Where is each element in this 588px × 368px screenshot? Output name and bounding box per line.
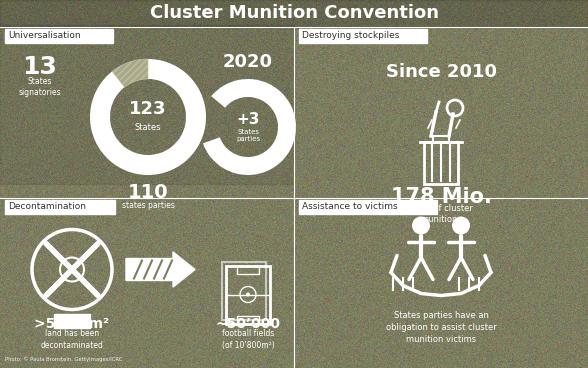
Bar: [0, 0, 588, 27]
Text: States
signatories: States signatories: [19, 77, 61, 97]
Bar: [226, 265, 270, 323]
Bar: [0, 25, 294, 184]
Text: >530 km²: >530 km²: [35, 316, 109, 330]
Text: 2020: 2020: [223, 53, 273, 71]
Bar: [237, 265, 259, 273]
Text: ~50’000: ~50’000: [215, 316, 280, 330]
Bar: [299, 29, 427, 43]
Text: States: States: [135, 123, 161, 131]
Wedge shape: [90, 59, 206, 175]
Wedge shape: [203, 79, 296, 175]
FancyArrow shape: [126, 252, 195, 287]
Text: Photo: © Paula Bronstein, GettyImages/ICRC: Photo: © Paula Bronstein, GettyImages/IC…: [5, 356, 122, 362]
Text: +3: +3: [236, 113, 260, 127]
Circle shape: [246, 293, 250, 297]
Text: 13: 13: [22, 55, 58, 79]
Text: Universalisation: Universalisation: [8, 32, 81, 40]
Text: 178 Mio.: 178 Mio.: [390, 187, 492, 207]
Text: Destroying stockpiles: Destroying stockpiles: [302, 32, 399, 40]
Text: football fields
(of 10’800m²): football fields (of 10’800m²): [222, 329, 275, 350]
Text: 123: 123: [129, 100, 167, 118]
Bar: [5, 29, 113, 43]
Text: States parties have an
obligation to assist cluster
munition victims: States parties have an obligation to ass…: [386, 311, 496, 344]
Text: Since 2010: Since 2010: [386, 63, 496, 81]
Bar: [54, 314, 90, 328]
Text: Cluster Munition Convention: Cluster Munition Convention: [149, 4, 439, 22]
Bar: [433, 136, 449, 142]
Bar: [222, 262, 266, 319]
Text: states parties: states parties: [122, 201, 175, 209]
Bar: [424, 142, 458, 184]
Bar: [5, 199, 115, 213]
Text: land has been
decontaminated: land has been decontaminated: [41, 329, 103, 350]
Bar: [299, 199, 437, 213]
Circle shape: [452, 216, 470, 234]
Text: 110: 110: [128, 183, 168, 202]
Bar: [237, 315, 259, 323]
Wedge shape: [112, 59, 148, 87]
Text: Assistance to victims: Assistance to victims: [302, 202, 397, 211]
Text: units of cluster
munitions: units of cluster munitions: [410, 204, 472, 224]
Text: Decontamination: Decontamination: [8, 202, 86, 211]
Text: States
parties: States parties: [236, 130, 260, 142]
Circle shape: [412, 216, 430, 234]
